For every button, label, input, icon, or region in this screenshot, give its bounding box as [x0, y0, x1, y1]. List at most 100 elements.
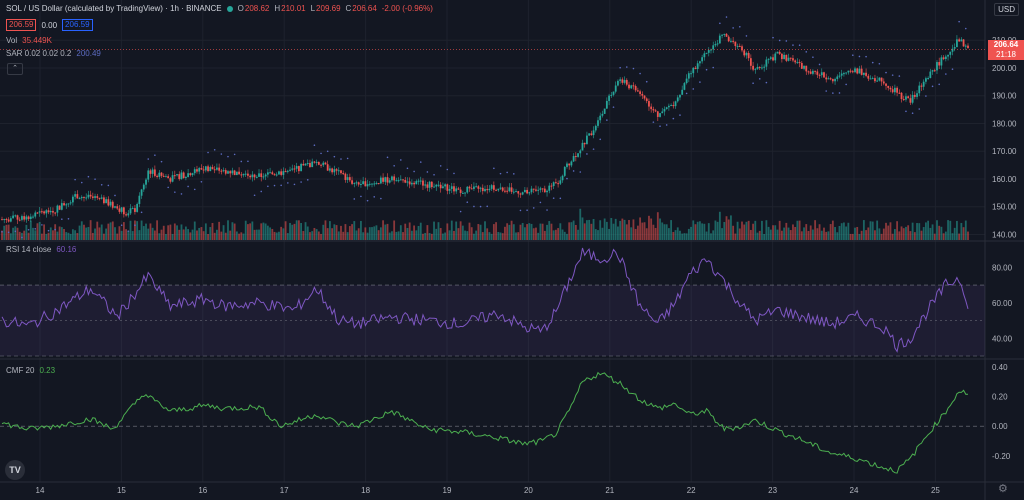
- candle-body: [295, 166, 298, 169]
- candle-body: [891, 89, 894, 93]
- volume-bar: [847, 222, 850, 240]
- candle-body: [816, 71, 819, 75]
- volume-bar: [180, 224, 183, 240]
- price-axis-tick-label: 190.00: [992, 92, 1017, 101]
- volume-bar: [778, 220, 781, 240]
- candle-body: [240, 174, 243, 176]
- candle-body: [21, 216, 23, 220]
- candle-body: [526, 189, 528, 194]
- sell-price-button[interactable]: 206.59: [6, 19, 37, 31]
- volume-bar: [603, 218, 606, 240]
- candle-body: [867, 75, 870, 79]
- candle-body: [156, 175, 158, 177]
- volume-bar: [25, 224, 28, 240]
- volume-bar: [683, 233, 686, 240]
- candle-body: [284, 171, 287, 173]
- volume-bar: [240, 232, 243, 240]
- cmf-axis-tick-label: -0.20: [992, 452, 1011, 461]
- volume-bar: [953, 227, 956, 240]
- volume-bar: [803, 227, 805, 240]
- volume-bar: [399, 225, 402, 240]
- candle-body: [384, 177, 387, 182]
- rsi-axis-tick-label: 60.00: [992, 299, 1013, 308]
- cmf-legend[interactable]: CMF 20 0.23: [6, 366, 55, 375]
- volume-bar: [612, 223, 615, 240]
- volume-bar: [643, 222, 646, 240]
- candle-body: [814, 70, 817, 72]
- volume-bar: [311, 231, 314, 240]
- candle-body: [905, 96, 907, 100]
- volume-bar: [78, 225, 81, 240]
- candle-body: [91, 196, 94, 198]
- volume-bar: [216, 229, 218, 240]
- volume-bar: [129, 220, 132, 240]
- volume-bar: [96, 221, 99, 240]
- volume-bar: [464, 230, 466, 240]
- volume-legend[interactable]: Vol 35.449K: [6, 36, 52, 45]
- candle-body: [683, 83, 686, 90]
- candle-body: [286, 170, 289, 172]
- candle-body: [16, 215, 19, 220]
- gear-icon[interactable]: ⚙: [998, 483, 1008, 495]
- volume-bar: [960, 222, 963, 240]
- candle-body: [504, 190, 506, 192]
- volume-bar: [176, 225, 178, 240]
- candle-body: [847, 70, 850, 73]
- candle-body: [612, 91, 615, 95]
- tradingview-logo-icon[interactable]: TV: [5, 460, 25, 480]
- candle-body: [238, 171, 240, 175]
- candle-body: [180, 172, 183, 180]
- candle-body: [360, 184, 362, 186]
- volume-bar: [814, 220, 817, 240]
- candle-body: [703, 53, 706, 58]
- volume-bar: [670, 220, 673, 240]
- legend-collapse-button[interactable]: ⌃: [7, 63, 23, 75]
- candle-body: [789, 57, 792, 59]
- volume-bar: [196, 230, 198, 240]
- volume-bar: [320, 233, 322, 240]
- candle-body: [854, 68, 856, 73]
- volume-bar: [433, 221, 435, 240]
- candle-body: [67, 203, 70, 205]
- buy-price-button[interactable]: 206.59: [62, 19, 93, 31]
- candle-body: [743, 50, 746, 56]
- volume-bar: [178, 229, 181, 240]
- volume-bar: [922, 227, 925, 240]
- candle-body: [574, 156, 577, 158]
- volume-bar: [417, 225, 420, 240]
- volume-bar: [74, 230, 77, 240]
- sar-dot: [253, 194, 256, 197]
- sar-dot: [406, 167, 409, 170]
- sar-dot: [400, 159, 402, 161]
- volume-bar: [925, 222, 927, 240]
- sar-legend[interactable]: SAR 0.02 0.02 0.2 200.49: [6, 49, 101, 58]
- candle-body: [335, 169, 338, 171]
- candle-body: [964, 45, 967, 47]
- volume-bar: [488, 232, 491, 240]
- candle-body: [196, 169, 198, 172]
- volume-bar: [413, 225, 416, 240]
- volume-bar: [601, 227, 604, 240]
- ohlc-close-label: C: [345, 4, 352, 13]
- sar-dot: [140, 211, 143, 214]
- volume-bar: [537, 232, 540, 240]
- candle-body: [191, 173, 194, 176]
- currency-button[interactable]: USD: [994, 3, 1019, 16]
- candle-body: [375, 183, 378, 185]
- candle-body: [577, 153, 579, 157]
- volume-bar: [714, 220, 717, 240]
- sar-dot: [765, 81, 768, 84]
- volume-bar: [577, 229, 579, 240]
- candle-body: [614, 85, 617, 92]
- candle-body: [714, 44, 717, 46]
- candle-body: [679, 94, 681, 98]
- candle-body: [922, 81, 925, 87]
- volume-bar: [767, 226, 770, 240]
- volume-label: Vol: [6, 36, 18, 45]
- volume-bar: [477, 224, 480, 240]
- sar-dot: [380, 197, 382, 200]
- rsi-legend[interactable]: RSI 14 close 60.16: [6, 245, 76, 254]
- rsi-line: [1, 247, 969, 353]
- candle-body: [453, 186, 455, 192]
